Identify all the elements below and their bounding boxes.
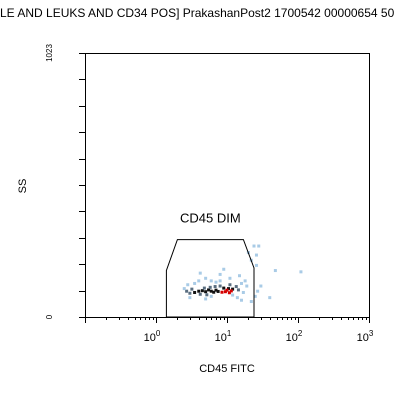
data-point <box>213 285 217 289</box>
data-point <box>208 285 212 289</box>
y-tick-label: 1023 <box>45 44 54 62</box>
data-point <box>182 287 186 291</box>
data-point <box>238 274 242 278</box>
data-point <box>268 296 272 300</box>
data-point <box>205 293 209 297</box>
data-point <box>209 289 213 293</box>
x-tick-labels: 100 101 102 103 <box>144 329 374 344</box>
data-point <box>259 284 263 288</box>
data-point <box>214 288 218 292</box>
data-point <box>229 289 233 293</box>
data-point <box>186 283 190 287</box>
data-point <box>249 300 253 304</box>
data-point <box>212 290 216 294</box>
data-point <box>223 290 227 294</box>
data-points <box>182 244 303 304</box>
data-point <box>228 283 232 287</box>
data-point <box>214 280 218 284</box>
data-point <box>204 290 208 294</box>
data-point <box>220 290 224 294</box>
data-point <box>218 272 222 276</box>
data-point <box>273 269 277 273</box>
data-point <box>216 289 220 293</box>
data-point <box>227 287 231 291</box>
data-point <box>209 279 213 283</box>
data-point <box>239 281 243 285</box>
x-tick-label: 103 <box>357 329 374 344</box>
data-point <box>243 279 247 283</box>
y-tick-label: 0 <box>45 314 54 319</box>
data-point <box>222 286 226 290</box>
data-point <box>209 294 213 298</box>
data-point <box>231 293 235 297</box>
data-point <box>252 244 256 248</box>
data-point <box>236 288 240 292</box>
x-tick-label: 101 <box>215 329 232 344</box>
data-point <box>254 263 258 267</box>
data-point <box>225 288 229 292</box>
data-point <box>193 290 197 294</box>
data-point <box>198 271 202 275</box>
x-tick-label: 100 <box>144 329 161 344</box>
data-point <box>204 276 208 280</box>
data-point <box>299 270 303 274</box>
data-point <box>231 287 235 291</box>
data-point <box>204 297 208 301</box>
data-point <box>193 281 197 285</box>
data-point <box>241 290 245 294</box>
data-point <box>197 289 201 293</box>
data-point <box>257 244 261 248</box>
data-point <box>190 287 194 291</box>
data-point <box>188 296 192 300</box>
plot-frame <box>85 53 370 318</box>
data-point <box>227 291 231 295</box>
data-point <box>207 288 211 292</box>
axis-ticks <box>79 53 370 323</box>
data-point <box>218 279 222 283</box>
data-point <box>202 286 206 290</box>
chart-title: LE AND LEUKS AND CD34 POS] PrakashanPost… <box>0 6 395 20</box>
gate-polygon <box>165 239 255 318</box>
x-axis-label: CD45 FITC <box>199 363 255 375</box>
data-point <box>197 279 201 283</box>
data-point <box>253 294 257 298</box>
data-point <box>200 289 204 293</box>
data-point <box>188 291 192 295</box>
data-point <box>228 276 232 280</box>
data-point <box>198 292 202 296</box>
data-point <box>218 284 222 288</box>
data-point <box>254 253 258 257</box>
data-point <box>185 289 189 293</box>
data-point <box>256 289 260 293</box>
x-tick-label: 102 <box>286 329 303 344</box>
data-point <box>239 298 243 302</box>
data-point <box>245 284 249 288</box>
gate-label: CD45 DIM <box>180 211 241 226</box>
y-axis-label: SS <box>17 179 29 194</box>
data-point <box>235 296 239 300</box>
data-point <box>234 285 238 289</box>
y-tick-labels: 0 1023 <box>45 44 54 320</box>
data-point <box>222 267 226 271</box>
